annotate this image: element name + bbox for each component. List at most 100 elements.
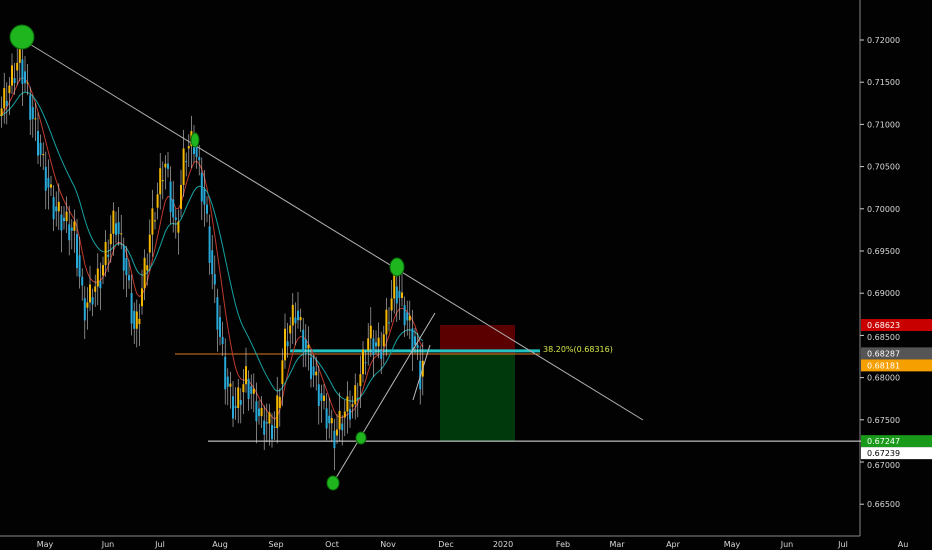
candle-body: [130, 293, 133, 324]
x-tick-label: Oct: [325, 540, 339, 549]
candle-body: [367, 338, 370, 351]
swing-point-marker: [389, 257, 405, 277]
candle-body: [122, 246, 125, 271]
candle-body: [271, 425, 273, 440]
candle-body: [206, 204, 208, 214]
candle-body: [70, 227, 73, 231]
x-tick-label: Mar: [609, 540, 625, 549]
candle-body: [91, 297, 94, 305]
candle-body: [395, 286, 398, 304]
price-label-box: [861, 347, 932, 360]
candle-body: [255, 401, 258, 422]
candle-body: [26, 82, 29, 84]
candle-body: [44, 166, 47, 191]
candle-body: [388, 322, 390, 324]
candle-body: [338, 410, 341, 430]
candle-body: [169, 181, 172, 213]
candle-body: [76, 234, 78, 268]
candle-body: [120, 233, 123, 235]
price-label-text: 0.68287: [867, 349, 900, 358]
candle-body: [57, 201, 60, 212]
price-label-text: 0.67239: [867, 449, 900, 458]
candle-body: [161, 180, 164, 182]
candle-body: [219, 317, 221, 337]
candle-body: [39, 142, 42, 155]
candle-body: [174, 217, 177, 220]
candle-body: [104, 241, 107, 266]
candle-body: [333, 430, 336, 449]
candle-body: [47, 177, 50, 188]
candle-body: [0, 108, 3, 116]
candle-body: [151, 208, 154, 235]
candle-body: [86, 302, 89, 308]
candle-body: [291, 304, 294, 326]
candle-body: [408, 315, 411, 321]
y-tick-label: 0.69500: [867, 247, 900, 256]
candle-body: [364, 362, 367, 364]
candle-body: [78, 255, 81, 277]
candle-body: [398, 290, 401, 298]
x-tick-label: May: [37, 540, 54, 549]
candle-body: [8, 85, 11, 94]
y-tick-label: 0.66500: [867, 500, 900, 509]
price-label-box: [861, 359, 932, 372]
y-tick-label: 0.68000: [867, 374, 900, 383]
candle-body: [156, 194, 159, 208]
candle-body: [154, 220, 156, 222]
candle-body: [237, 387, 240, 409]
x-tick-label: Jun: [101, 540, 115, 549]
stop-loss-zone: [440, 325, 515, 354]
y-tick-label: 0.70000: [867, 205, 900, 214]
candle-body: [11, 65, 13, 86]
candle-body: [369, 325, 372, 339]
candle-body: [94, 286, 97, 292]
x-tick-label: Aug: [212, 540, 228, 549]
candle-body: [13, 78, 16, 84]
candle-body: [299, 317, 302, 321]
candle-body: [182, 148, 185, 185]
candle-body: [213, 274, 216, 285]
candle-body: [239, 400, 242, 405]
candle-body: [346, 396, 349, 412]
candle-body: [385, 309, 388, 335]
candle-body: [117, 222, 120, 235]
price-label-text: 0.68623: [867, 321, 900, 330]
candle-body: [284, 328, 286, 361]
candle-body: [411, 328, 414, 350]
price-label-box: [861, 447, 932, 460]
x-tick-label: Sep: [268, 540, 283, 549]
candle-body: [406, 312, 409, 321]
candle-body: [3, 88, 6, 109]
candle-body: [328, 415, 331, 424]
candle-body: [128, 275, 130, 281]
candle-body: [187, 146, 190, 149]
candle-body: [245, 366, 247, 385]
candle-body: [164, 163, 167, 168]
candle-body: [362, 349, 364, 375]
candle-body: [343, 411, 346, 418]
candle-body: [24, 71, 26, 84]
candle-body: [5, 100, 8, 106]
candle-body: [143, 257, 146, 289]
ascending-trendline: [332, 312, 436, 484]
candle-body: [193, 143, 195, 154]
price-label-box: [861, 319, 932, 332]
candle-body: [200, 172, 203, 202]
candle-body: [221, 336, 224, 345]
candle-body: [276, 395, 279, 429]
candle-body: [320, 393, 323, 401]
swing-point-marker: [9, 24, 35, 50]
candle-body: [180, 184, 182, 209]
candle-body: [252, 388, 255, 394]
x-tick-label: Jul: [837, 540, 848, 549]
swing-point-marker: [190, 132, 200, 148]
candle-body: [195, 141, 198, 157]
candle-body: [37, 131, 39, 156]
candle-body: [260, 407, 263, 417]
candle-body: [208, 226, 211, 263]
x-tick-label: Jul: [154, 540, 165, 549]
candle-body: [375, 342, 377, 347]
candle-body: [330, 418, 333, 424]
